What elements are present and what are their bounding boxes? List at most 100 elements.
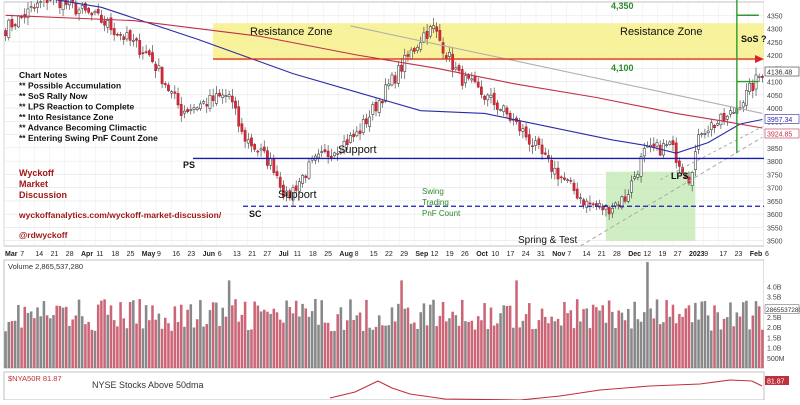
volume-bar [14,321,17,368]
count-target-mid: 4,100 [611,63,634,73]
candle [634,177,636,179]
candle [375,102,377,111]
candle [4,31,6,36]
volume-bar [726,317,729,368]
candle [729,111,731,114]
volume-bar [729,302,732,368]
chart-note: ** SoS Rally Now [19,91,88,101]
candle [691,172,693,185]
candle [88,8,90,12]
volume-bar [455,315,458,368]
volume-bar [250,329,253,368]
candle [384,85,386,102]
volume-tick-label: 1.5B [767,335,782,342]
volume-bar [122,318,125,368]
chart-note: ** Entering Swing PnF Count Zone [19,133,158,143]
volume-bar [343,330,346,368]
volume-bar [432,300,435,368]
chart-note: ** Advance Becoming Climactic [19,123,147,133]
volume-bar [183,327,186,368]
volume-bar [595,307,598,368]
candle [81,5,83,8]
candle [528,135,530,145]
candle [678,161,680,167]
candle [713,125,715,127]
volume-bar [39,316,42,368]
candle [445,55,447,58]
candle [464,76,466,83]
volume-bar [295,301,298,368]
volume-bar [691,322,694,368]
candle [442,43,444,54]
price-tick-label: 3500 [767,239,783,246]
candle [308,162,310,178]
volume-bar [742,302,745,368]
x-tick-label: 21 [598,251,606,258]
volume-bar [720,330,723,368]
volume-bar [467,322,470,368]
volume-bar [435,326,438,368]
candle [720,114,722,125]
candle [209,95,211,108]
candle [662,143,664,155]
volume-bar [448,318,451,368]
candle [400,65,402,71]
price-tick-label: 3850 [767,146,783,153]
candle [665,145,667,146]
volume-bar [311,311,314,368]
candle [483,96,485,99]
candle [694,152,696,170]
volume-bar [129,302,132,368]
volume-bar [403,309,406,368]
candle [656,143,658,147]
candle [369,117,371,126]
x-tick-label: 14 [583,251,591,258]
candle [576,189,578,198]
volume-bar [589,328,592,368]
volume-bar [439,316,442,368]
volume-bar [135,324,138,368]
candle [244,130,246,141]
volume-bar [445,321,448,368]
candle [697,135,699,150]
candle [407,54,409,56]
price-tick-label: 3600 [767,212,783,219]
resistance-zone-right-label: Resistance Zone [620,26,703,38]
volume-bar [107,315,110,368]
x-tick-label: 8 [355,251,359,258]
chart-note: ** Possible Accumulation [19,81,121,91]
x-tick-label: 25 [127,251,135,258]
x-tick-label: 25 [324,251,332,258]
volume-bar [400,280,403,368]
volume-bar [138,299,141,368]
candle [499,109,501,110]
volume-bar [611,312,614,368]
volume-bar [145,305,148,368]
candle [359,131,361,134]
ps-label: PS [183,160,195,170]
candle [471,79,473,80]
volume-tick-label: 4.0B [767,284,782,291]
volume-bar [298,317,301,368]
price-tick-label: 4200 [767,53,783,60]
candle [212,96,214,101]
candle [592,204,594,205]
candle [30,7,32,8]
chart-note: Chart Notes [19,70,67,80]
volume-label: Volume 2,865,537,280 [8,262,83,271]
x-tick-label: 17 [507,251,515,258]
volume-bar [71,319,74,368]
candle [97,9,99,13]
candle [589,203,591,204]
volume-bar [653,318,656,368]
candle [8,20,10,37]
volume-bar [154,320,157,368]
candle [164,83,166,84]
volume-bar [506,306,509,368]
x-tick-label: 9 [704,251,708,258]
volume-bar [346,320,349,368]
volume-bar [646,262,649,368]
candle [276,172,278,176]
x-tick-label: 18 [111,251,119,258]
volume-bar [55,306,58,368]
